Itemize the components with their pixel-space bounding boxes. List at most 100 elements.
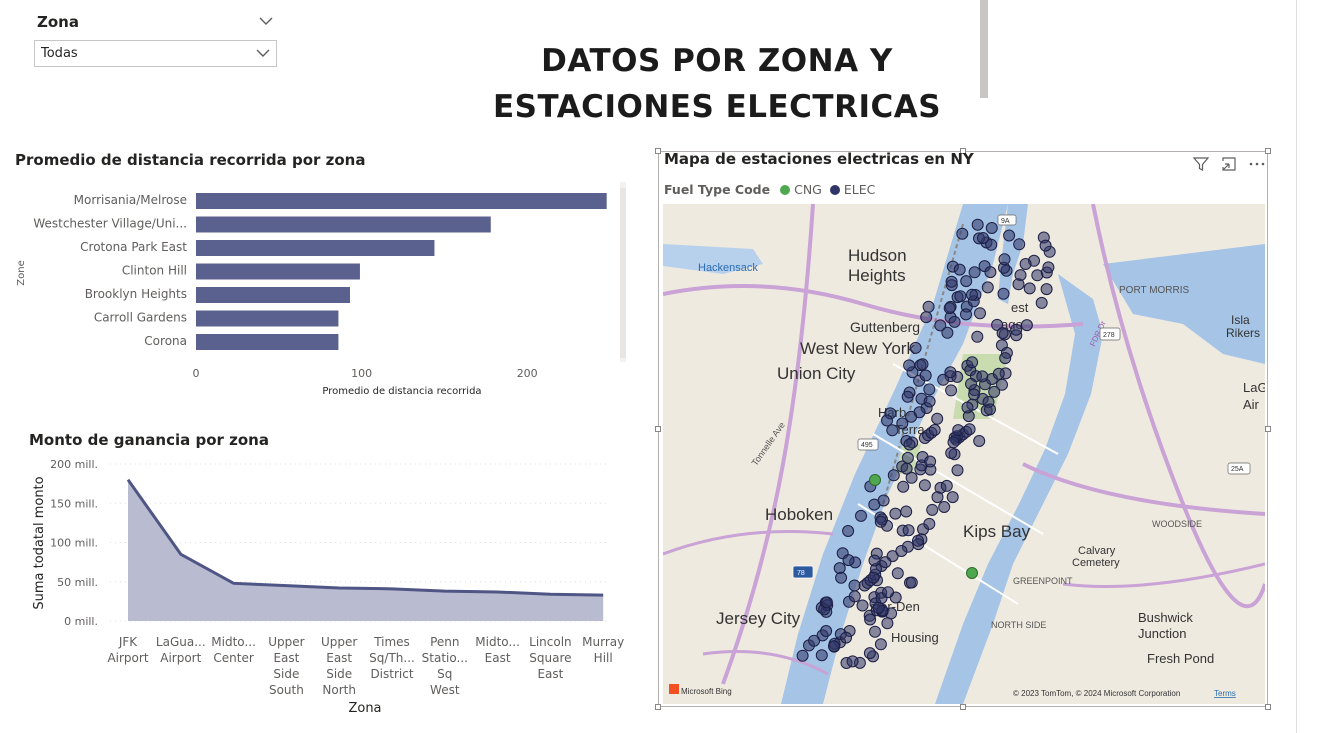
station-marker-elec[interactable] — [896, 417, 909, 430]
bar[interactable] — [196, 216, 491, 233]
station-marker-elec[interactable] — [971, 218, 984, 231]
station-marker-elec[interactable] — [997, 287, 1010, 300]
station-marker-elec[interactable] — [948, 315, 961, 328]
station-marker-elec[interactable] — [820, 596, 833, 609]
resize-handle[interactable] — [960, 704, 966, 710]
station-marker-elec[interactable] — [1019, 258, 1032, 270]
station-marker-elec[interactable] — [981, 281, 994, 294]
resize-handle[interactable] — [655, 148, 661, 154]
resize-handle[interactable] — [1265, 148, 1271, 154]
station-marker-elec[interactable] — [901, 451, 914, 464]
station-marker-elec[interactable] — [934, 319, 947, 332]
bar[interactable] — [196, 334, 339, 350]
station-marker-elec[interactable] — [912, 534, 924, 547]
station-marker-elec[interactable] — [938, 501, 951, 513]
station-marker-elec[interactable] — [835, 571, 848, 584]
station-marker-elec[interactable] — [922, 300, 935, 313]
station-marker-elec[interactable] — [996, 327, 1009, 340]
station-marker-elec[interactable] — [1035, 296, 1048, 309]
station-marker-elec[interactable] — [900, 462, 913, 475]
resize-handle[interactable] — [1265, 426, 1271, 432]
station-marker-elec[interactable] — [903, 438, 916, 451]
station-marker-elec[interactable] — [919, 369, 932, 382]
station-marker-elec[interactable] — [897, 480, 910, 493]
station-marker-elec[interactable] — [937, 373, 950, 386]
station-marker-elec[interactable] — [985, 222, 998, 234]
station-marker-elec[interactable] — [881, 414, 893, 427]
station-marker-elec[interactable] — [1040, 283, 1053, 296]
station-marker-elec[interactable] — [996, 378, 1008, 391]
station-marker-elec[interactable] — [891, 567, 904, 580]
station-marker-elec[interactable] — [874, 638, 887, 651]
station-marker-elec[interactable] — [855, 509, 867, 522]
station-marker-elec[interactable] — [1039, 239, 1052, 252]
station-marker-elec[interactable] — [965, 377, 977, 390]
station-marker-elec[interactable] — [909, 341, 922, 354]
station-marker-elec[interactable] — [872, 601, 885, 614]
station-marker-elec[interactable] — [846, 655, 859, 668]
station-marker-elec[interactable] — [848, 579, 861, 592]
station-marker-elec[interactable] — [1013, 238, 1026, 251]
legend-label-cng[interactable]: CNG — [794, 182, 822, 197]
station-marker-elec[interactable] — [856, 599, 869, 612]
station-marker-elec[interactable] — [984, 266, 997, 279]
station-marker-elec[interactable] — [944, 366, 957, 379]
area-line[interactable] — [126, 478, 604, 597]
station-marker-elec[interactable] — [940, 479, 953, 492]
station-marker-elec[interactable] — [848, 590, 861, 603]
bar-chart-scrollbar-thumb[interactable] — [620, 188, 626, 358]
station-marker-elec[interactable] — [916, 358, 929, 371]
station-marker-elec[interactable] — [954, 290, 967, 303]
station-marker-elec[interactable] — [973, 435, 986, 447]
station-marker-elec[interactable] — [945, 275, 958, 288]
station-marker-elec[interactable] — [863, 647, 876, 660]
station-marker-elec[interactable] — [1010, 323, 1023, 336]
station-marker-elec[interactable] — [998, 253, 1011, 266]
station-marker-elec[interactable] — [868, 554, 881, 567]
resize-handle[interactable] — [655, 704, 661, 710]
station-marker-elec[interactable] — [968, 266, 981, 279]
bar[interactable] — [196, 310, 339, 327]
bar[interactable] — [196, 240, 435, 256]
station-marker-elec[interactable] — [941, 326, 954, 339]
station-marker-elec[interactable] — [889, 507, 902, 520]
station-marker-elec[interactable] — [905, 471, 918, 484]
station-marker-elec[interactable] — [974, 307, 986, 320]
station-marker-elec[interactable] — [945, 447, 958, 459]
resize-handle[interactable] — [960, 148, 966, 154]
station-marker-elec[interactable] — [840, 631, 852, 644]
station-marker-elec[interactable] — [874, 515, 887, 528]
station-marker-elec[interactable] — [905, 576, 918, 589]
map-terms-link[interactable]: Terms — [1214, 689, 1236, 698]
focus-mode-icon[interactable] — [1220, 155, 1238, 173]
more-options-icon[interactable] — [1248, 155, 1266, 173]
station-marker-elec[interactable] — [877, 494, 890, 507]
resize-handle[interactable] — [655, 426, 661, 432]
station-marker-elec[interactable] — [947, 436, 960, 449]
station-marker-elec[interactable] — [977, 232, 989, 244]
station-marker-elec[interactable] — [1012, 278, 1025, 291]
station-marker-elec[interactable] — [842, 525, 855, 537]
bar[interactable] — [196, 193, 607, 209]
station-marker-elec[interactable] — [1003, 229, 1016, 242]
station-marker-elec[interactable] — [1042, 261, 1055, 274]
station-marker-elec[interactable] — [923, 383, 936, 396]
bar[interactable] — [196, 287, 351, 303]
station-marker-elec[interactable] — [887, 469, 900, 482]
station-marker-elec[interactable] — [960, 275, 973, 288]
station-marker-cng[interactable] — [966, 567, 978, 579]
resize-handle[interactable] — [1265, 704, 1271, 710]
legend-label-elec[interactable]: ELEC — [843, 182, 876, 197]
station-marker-elec[interactable] — [869, 625, 881, 638]
station-marker-elec[interactable] — [901, 390, 914, 403]
scrollbar[interactable] — [980, 0, 988, 98]
station-marker-elec[interactable] — [923, 517, 936, 530]
station-marker-elec[interactable] — [966, 356, 979, 369]
station-marker-elec[interactable] — [946, 491, 959, 504]
filter-icon[interactable] — [1192, 155, 1210, 173]
station-marker-cng[interactable] — [869, 474, 881, 486]
station-marker-elec[interactable] — [988, 385, 1001, 398]
station-marker-elec[interactable] — [999, 352, 1012, 365]
station-marker-elec[interactable] — [920, 311, 933, 324]
station-marker-elec[interactable] — [956, 227, 969, 240]
